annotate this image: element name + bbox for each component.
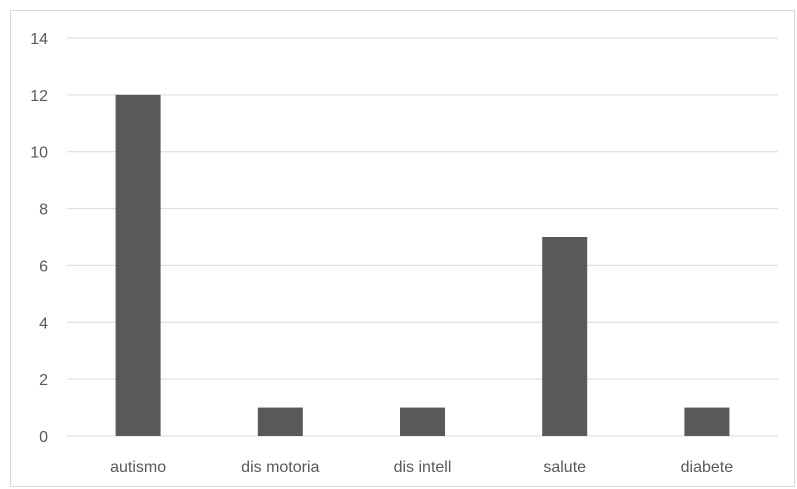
- y-axis-ticks: 0 2 4 6 8 10 12 14: [30, 31, 48, 446]
- y-tick-label: 0: [39, 429, 48, 446]
- x-tick-label: diabete: [681, 459, 734, 476]
- y-tick-label: 14: [30, 31, 48, 48]
- bar-salute: [542, 237, 588, 436]
- y-tick-label: 6: [39, 258, 48, 275]
- x-tick-label: dis motoria: [241, 459, 319, 476]
- x-tick-label: autismo: [110, 459, 166, 476]
- gridlines: [67, 37, 778, 437]
- bar-dis-motoria: [257, 407, 303, 436]
- bar-autismo: [115, 94, 161, 436]
- x-tick-label: dis intell: [394, 459, 452, 476]
- x-tick-label: salute: [543, 459, 586, 476]
- y-tick-label: 12: [30, 88, 48, 105]
- x-axis-ticks: autismo dis motoria dis intell salute diabet…: [110, 459, 733, 476]
- y-tick-label: 10: [30, 145, 48, 162]
- y-tick-label: 2: [39, 372, 48, 389]
- y-tick-label: 8: [39, 202, 48, 219]
- bar-diabete: [684, 407, 730, 436]
- bars: [115, 94, 730, 436]
- bar-dis-intell: [400, 407, 445, 436]
- y-tick-label: 4: [39, 315, 48, 332]
